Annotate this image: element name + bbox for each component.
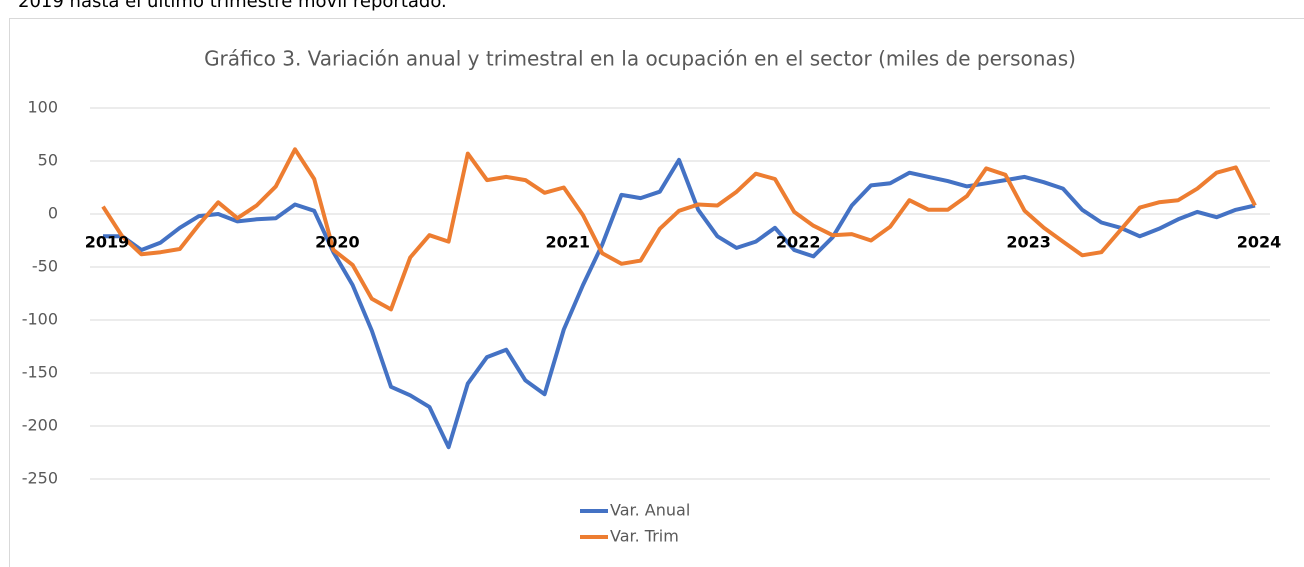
chart-title: Gráfico 3. Variación anual y trimestral …	[204, 47, 1076, 71]
chart-border	[9, 18, 1304, 567]
header-text: 2019 hasta el último trimestre móvil rep…	[18, 0, 447, 12]
y-tick-label: -200	[22, 416, 58, 435]
y-tick-label: 0	[48, 204, 58, 223]
x-tick-label: 2022	[776, 233, 821, 252]
y-tick-label: 100	[27, 98, 58, 117]
x-tick-label: 2021	[546, 233, 591, 252]
y-tick-label: -100	[22, 310, 58, 329]
y-tick-label: -50	[32, 257, 58, 276]
series-line	[103, 157, 1256, 450]
x-tick-label: 2023	[1006, 233, 1051, 252]
x-tick-label: 2024	[1237, 233, 1282, 252]
series-line	[101, 147, 1257, 312]
legend-label: Var. Anual	[610, 501, 690, 520]
x-tick-label: 2019	[85, 233, 130, 252]
y-tick-label: -150	[22, 363, 58, 382]
y-tick-label: -250	[22, 469, 58, 488]
y-tick-label: 50	[38, 151, 58, 170]
legend-label: Var. Trim	[610, 527, 679, 546]
x-tick-label: 2020	[315, 233, 360, 252]
